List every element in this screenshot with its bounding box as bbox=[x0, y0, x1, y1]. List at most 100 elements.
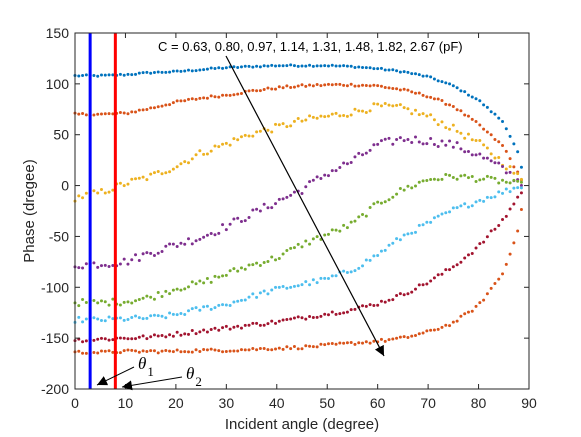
data-point bbox=[323, 173, 327, 177]
data-point bbox=[164, 103, 168, 107]
data-point bbox=[470, 138, 474, 142]
series-1 bbox=[73, 63, 523, 169]
data-point bbox=[251, 263, 255, 267]
data-point bbox=[478, 152, 482, 156]
data-point bbox=[141, 296, 145, 300]
data-point bbox=[504, 149, 508, 153]
data-point bbox=[130, 73, 134, 77]
data-point bbox=[175, 330, 179, 334]
data-point bbox=[372, 254, 376, 258]
data-point bbox=[379, 104, 383, 108]
data-point bbox=[353, 342, 357, 346]
data-point bbox=[421, 331, 425, 335]
data-point bbox=[289, 317, 293, 321]
data-point bbox=[383, 68, 387, 72]
data-point bbox=[455, 177, 459, 181]
data-point bbox=[179, 333, 183, 337]
data-point bbox=[134, 314, 138, 318]
data-point bbox=[141, 71, 145, 75]
data-point bbox=[482, 240, 486, 244]
data-point bbox=[364, 66, 368, 70]
data-point bbox=[217, 275, 221, 279]
data-point bbox=[179, 350, 183, 354]
series-5 bbox=[73, 172, 523, 308]
data-point bbox=[349, 220, 353, 224]
data-point bbox=[304, 118, 308, 122]
data-point bbox=[470, 95, 474, 99]
data-point bbox=[239, 348, 243, 352]
data-point bbox=[183, 350, 187, 354]
data-point bbox=[130, 301, 134, 305]
data-point bbox=[107, 315, 111, 319]
theta2-symbol: θ2 bbox=[186, 364, 202, 389]
data-point bbox=[111, 263, 115, 267]
data-point bbox=[402, 139, 406, 143]
data-point bbox=[126, 300, 130, 304]
data-point bbox=[311, 64, 315, 68]
data-point bbox=[118, 316, 122, 320]
data-point bbox=[239, 219, 243, 223]
data-point bbox=[455, 129, 459, 133]
data-point bbox=[417, 113, 421, 117]
data-point bbox=[239, 65, 243, 69]
data-point bbox=[508, 190, 512, 194]
data-point bbox=[103, 300, 107, 304]
data-point bbox=[209, 280, 213, 284]
data-point bbox=[414, 230, 417, 234]
data-point bbox=[451, 206, 455, 210]
data-point bbox=[504, 214, 508, 218]
data-point bbox=[134, 110, 138, 114]
data-point bbox=[512, 186, 516, 190]
data-point bbox=[342, 223, 346, 227]
data-point bbox=[145, 178, 149, 182]
data-point bbox=[118, 351, 122, 355]
data-point bbox=[232, 137, 236, 141]
data-point bbox=[190, 329, 194, 333]
data-point bbox=[372, 339, 376, 343]
data-point bbox=[152, 297, 156, 301]
data-point bbox=[152, 349, 156, 353]
data-point bbox=[414, 72, 417, 76]
data-point bbox=[323, 83, 327, 87]
data-point bbox=[126, 262, 130, 266]
data-point bbox=[478, 123, 482, 127]
data-point bbox=[103, 191, 107, 195]
data-point bbox=[213, 67, 217, 71]
data-point bbox=[141, 252, 145, 256]
data-point bbox=[224, 303, 228, 307]
data-point bbox=[406, 88, 410, 92]
data-point bbox=[349, 308, 353, 312]
data-point bbox=[436, 79, 440, 83]
data-point bbox=[258, 323, 262, 327]
data-point bbox=[202, 305, 206, 309]
data-point bbox=[342, 113, 346, 117]
data-point bbox=[315, 315, 319, 319]
data-point bbox=[149, 106, 153, 110]
data-point bbox=[421, 74, 425, 78]
data-point bbox=[512, 241, 516, 245]
data-point bbox=[247, 89, 251, 93]
data-point bbox=[285, 345, 289, 349]
data-point bbox=[391, 86, 395, 90]
data-point bbox=[512, 202, 516, 206]
data-point bbox=[281, 318, 285, 322]
data-point bbox=[198, 308, 202, 312]
data-point bbox=[141, 175, 145, 179]
data-point bbox=[387, 86, 391, 90]
data-point bbox=[258, 209, 262, 213]
data-point bbox=[455, 108, 459, 112]
data-point bbox=[209, 347, 213, 351]
data-point bbox=[345, 310, 349, 314]
data-point bbox=[164, 289, 168, 293]
data-point bbox=[432, 143, 436, 147]
data-point bbox=[281, 64, 285, 68]
data-point bbox=[217, 328, 221, 332]
data-point bbox=[315, 175, 319, 179]
data-point bbox=[512, 142, 516, 146]
data-point bbox=[262, 347, 266, 351]
data-point bbox=[149, 335, 153, 339]
data-point bbox=[145, 294, 149, 298]
data-point bbox=[202, 96, 206, 100]
data-point bbox=[459, 174, 463, 178]
data-point bbox=[289, 347, 293, 351]
